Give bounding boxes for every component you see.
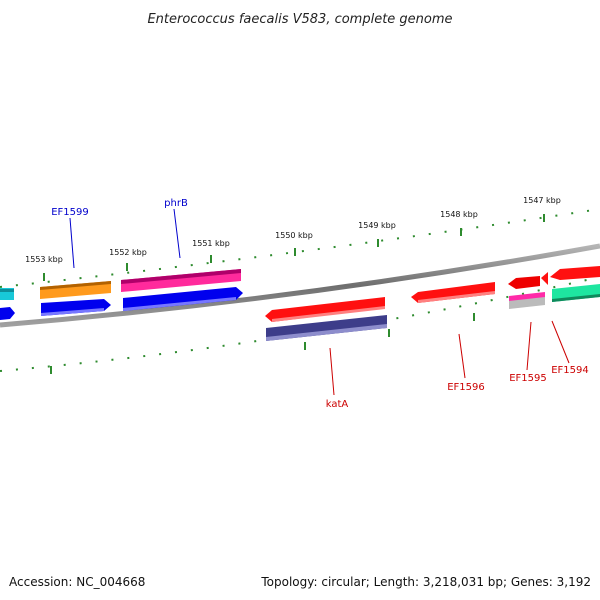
gene-right-red	[550, 266, 600, 280]
gene-label-ef1596: EF1596	[447, 382, 485, 393]
gene-kata-red	[265, 297, 385, 322]
genome-backbone	[0, 243, 600, 328]
tick-label-1552: 1552 kbp	[109, 248, 147, 257]
outer-tick-ring	[0, 208, 600, 288]
gene-label-ef1595: EF1595	[509, 373, 547, 384]
tick-label-1551: 1551 kbp	[192, 239, 230, 248]
map-title: Enterococcus faecalis V583, complete gen…	[147, 12, 452, 27]
gene-label-phrb: phrB	[164, 198, 188, 209]
tick-label-1550: 1550 kbp	[275, 231, 313, 240]
genome-summary-text: Topology: circular; Length: 3,218,031 bp…	[260, 575, 591, 589]
forward-strand-genes	[0, 266, 600, 309]
reverse-strand-genes	[0, 282, 495, 341]
gene-ef1595	[508, 276, 540, 289]
major-ticks	[43, 214, 545, 281]
tick-label-1553: 1553 kbp	[25, 255, 63, 264]
gene-label-kata: katA	[326, 399, 349, 410]
gene-blue-phrb	[123, 287, 243, 311]
accession-text: Accession: NC_004668	[9, 575, 145, 589]
tick-label-1548: 1548 kbp	[440, 210, 478, 219]
gene-blue-left	[0, 307, 15, 320]
tick-label-1547: 1547 kbp	[523, 196, 561, 205]
gene-label-ef1599: EF1599	[51, 207, 89, 218]
gene-ef1596	[411, 282, 495, 303]
tick-label-1549: 1549 kbp	[358, 221, 396, 230]
label-connectors	[69, 208, 570, 396]
inner-major-ticks	[50, 313, 475, 374]
gene-label-ef1594: EF1594	[551, 365, 589, 376]
